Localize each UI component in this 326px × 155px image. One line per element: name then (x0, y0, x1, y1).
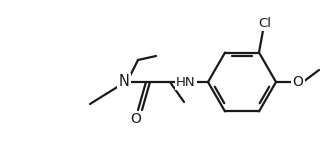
Text: O: O (292, 75, 304, 89)
Text: HN: HN (176, 75, 196, 89)
Text: O: O (130, 112, 141, 126)
Text: N: N (119, 75, 129, 89)
Text: Cl: Cl (259, 17, 272, 30)
